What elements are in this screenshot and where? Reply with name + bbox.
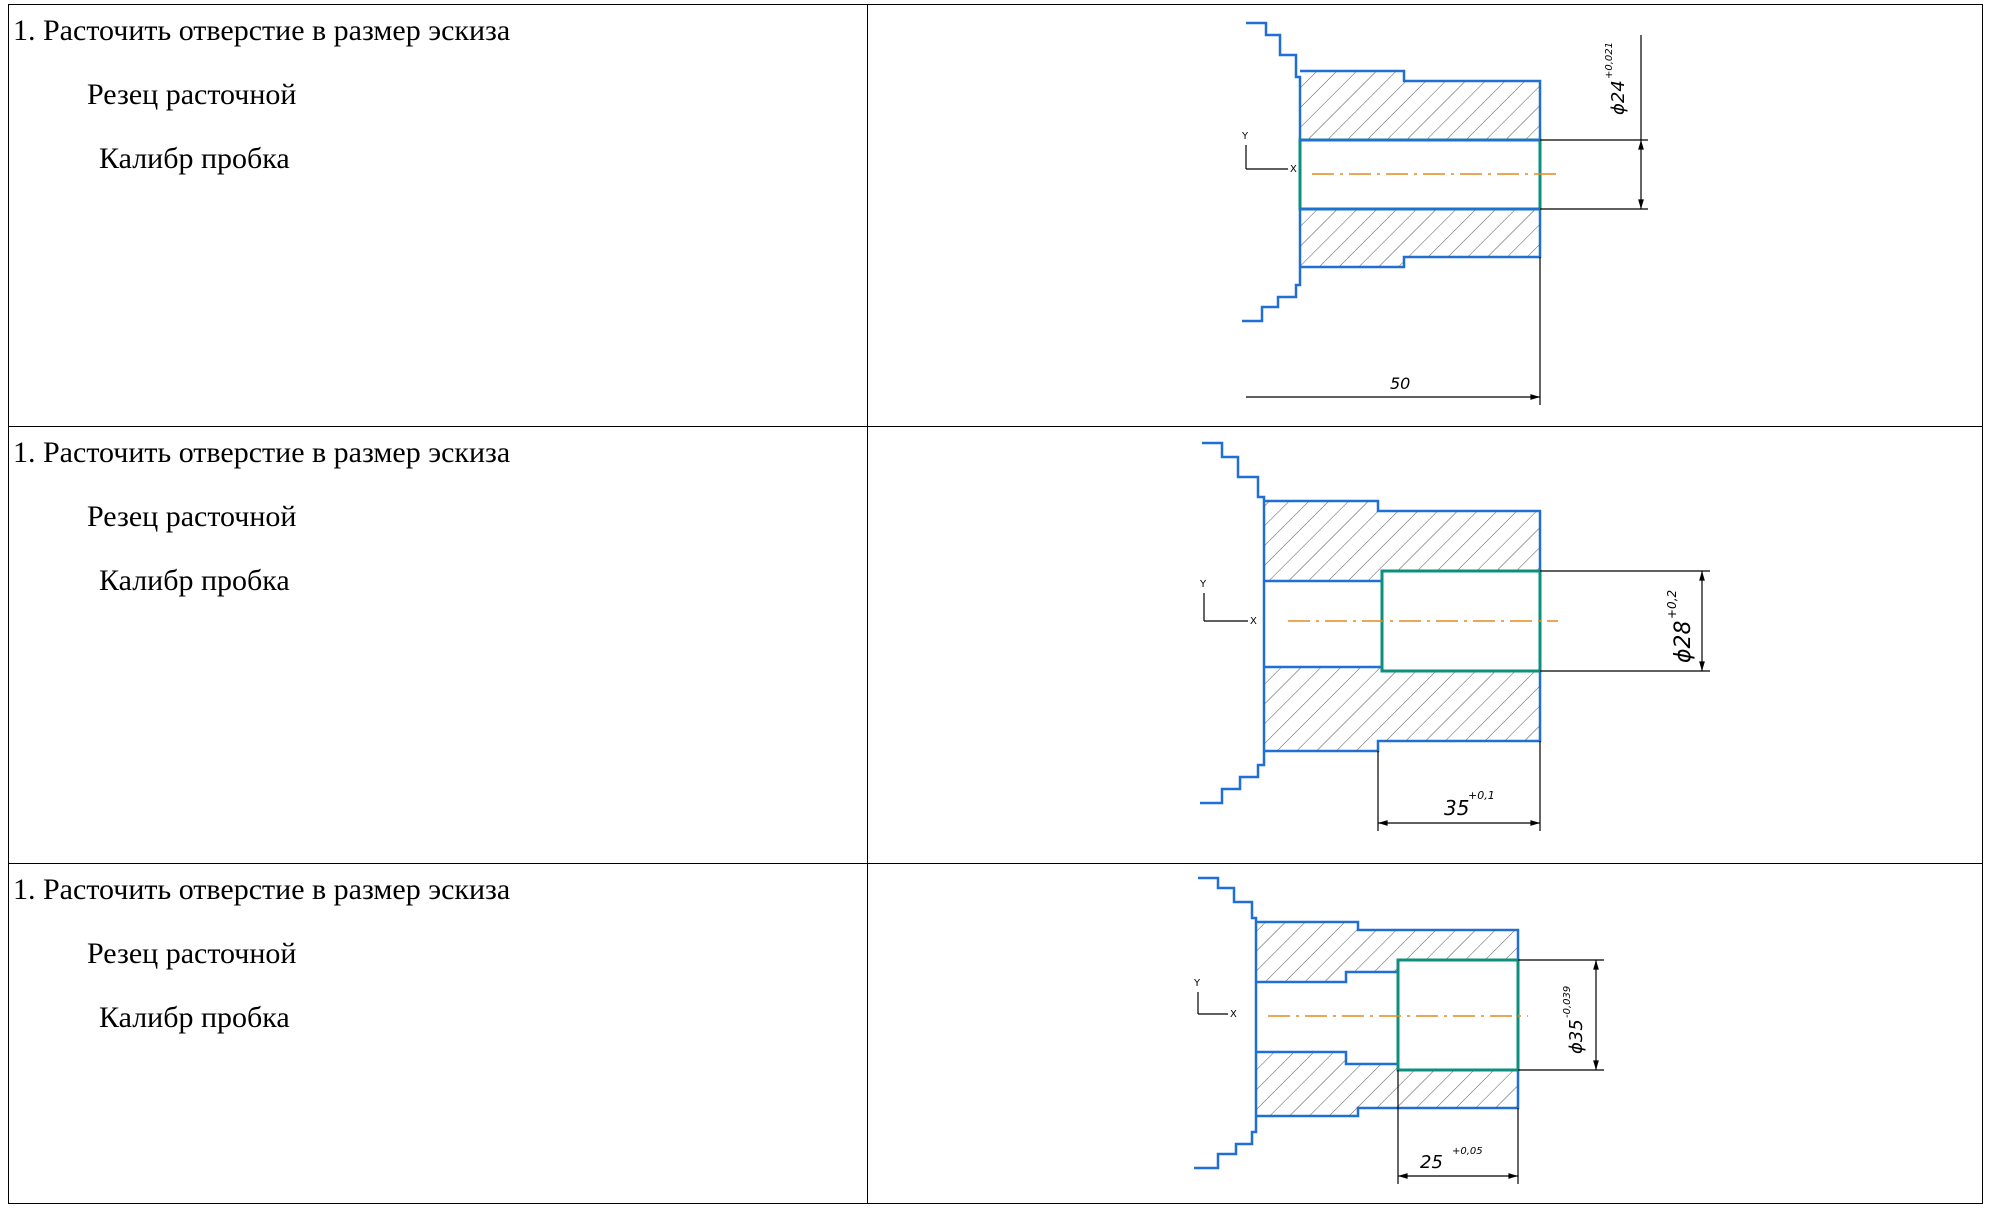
gauge-text: Калибр пробка	[99, 564, 290, 597]
sketch-cell: Y X ϕ24 +0,021 50	[867, 4, 1983, 427]
small-bore	[1264, 579, 1384, 669]
operation-description-cell: 1. Расточить отверстие в размер эскиза Р…	[8, 426, 868, 864]
sketch-cell: Y X ϕ28 +0,2 35 +0,1	[867, 426, 1983, 864]
axis-y-label: Y	[1193, 978, 1201, 989]
operation-description-cell: 1. Расточить отверстие в размер эскиза Р…	[8, 4, 868, 427]
tool-text: Резец расточной	[87, 500, 297, 533]
boring-sketch-1: Y X ϕ24 +0,021 50	[1241, 21, 1648, 405]
table-row: 1. Расточить отверстие в размер эскиза Р…	[8, 426, 1983, 864]
table-row: 1. Расточить отверстие в размер эскиза Р…	[8, 863, 1983, 1204]
chuck-jaw	[1194, 876, 1258, 1170]
table-row: 1. Расточить отверстие в размер эскиза Р…	[8, 4, 1983, 427]
axis-x-label: X	[1230, 1009, 1237, 1020]
boring-sketch-2: Y X ϕ28 +0,2 35 +0,1	[1199, 441, 1710, 831]
length-tolerance: +0,05	[1452, 1146, 1483, 1157]
diameter-tolerance: -0,039	[1562, 986, 1573, 1018]
diameter-value: ϕ35	[1566, 1019, 1587, 1054]
diameter-tolerance: +0,2	[1665, 590, 1679, 619]
gauge-text: Калибр пробка	[99, 1001, 290, 1034]
axis-y-label: Y	[1199, 579, 1207, 590]
diameter-value: ϕ28	[1671, 620, 1696, 663]
tool-text: Резец расточной	[87, 78, 297, 111]
diameter-tolerance: +0,021	[1604, 42, 1615, 79]
tool-text: Резец расточной	[87, 937, 297, 970]
operation-text: 1. Расточить отверстие в размер эскиза	[13, 873, 511, 906]
axis-x-label: X	[1250, 616, 1257, 627]
sketch-cell: Y X ϕ35 -0,039 25 +0,05	[867, 863, 1983, 1204]
boring-sketch-3: Y X ϕ35 -0,039 25 +0,05	[1193, 876, 1604, 1184]
axis-x-label: X	[1290, 164, 1297, 175]
operations-table: 1. Расточить отверстие в размер эскиза Р…	[8, 4, 1983, 1204]
operation-text: 1. Расточить отверстие в размер эскиза	[13, 436, 511, 469]
bore-outline	[1396, 958, 1520, 1072]
length-tolerance: +0,1	[1468, 789, 1495, 802]
length-value: 35	[1444, 796, 1469, 820]
operation-description-cell: 1. Расточить отверстие в размер эскиза Р…	[8, 863, 868, 1204]
step-bore	[1256, 970, 1400, 1066]
length-value: 25	[1420, 1152, 1443, 1173]
length-value: 50	[1390, 374, 1410, 393]
diameter-value: ϕ24	[1608, 80, 1629, 115]
axis-y-label: Y	[1241, 131, 1249, 142]
gauge-text: Калибр пробка	[99, 142, 290, 175]
chuck-jaw	[1200, 441, 1266, 805]
operation-text: 1. Расточить отверстие в размер эскиза	[13, 14, 511, 47]
